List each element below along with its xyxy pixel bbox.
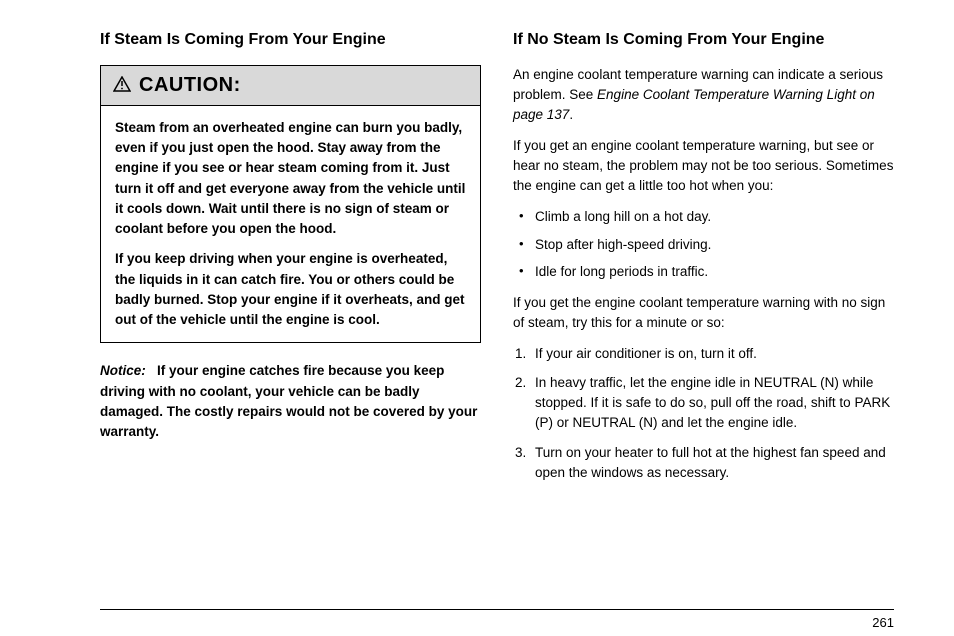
two-column-layout: If Steam Is Coming From Your Engine CAUT… — [100, 30, 894, 492]
manual-page: If Steam Is Coming From Your Engine CAUT… — [0, 0, 954, 636]
notice-paragraph: Notice: If your engine catches fire beca… — [100, 361, 481, 442]
footer-rule — [100, 609, 894, 610]
caution-title: CAUTION: — [139, 74, 241, 97]
notice-text: If your engine catches fire because you … — [100, 363, 477, 439]
page-number: 261 — [872, 615, 894, 630]
body-paragraph: If you get an engine coolant temperature… — [513, 136, 894, 197]
list-item: Turn on your heater to full hot at the h… — [535, 443, 894, 484]
warning-triangle-icon — [113, 76, 131, 95]
body-paragraph: An engine coolant temperature warning ca… — [513, 65, 894, 126]
caution-box: CAUTION: Steam from an overheated engine… — [100, 65, 481, 344]
bullet-list: Climb a long hill on a hot day. Stop aft… — [513, 206, 894, 283]
left-column: If Steam Is Coming From Your Engine CAUT… — [100, 30, 481, 492]
caution-header: CAUTION: — [101, 66, 480, 106]
numbered-list: If your air conditioner is on, turn it o… — [513, 344, 894, 484]
list-item: In heavy traffic, let the engine idle in… — [535, 373, 894, 434]
para-text: . — [569, 107, 573, 122]
right-column: If No Steam Is Coming From Your Engine A… — [513, 30, 894, 492]
caution-body: Steam from an overheated engine can burn… — [101, 106, 480, 343]
caution-paragraph: Steam from an overheated engine can burn… — [115, 118, 466, 240]
body-paragraph: If you get the engine coolant temperatur… — [513, 293, 894, 334]
notice-label: Notice: — [100, 363, 146, 378]
left-heading: If Steam Is Coming From Your Engine — [100, 30, 481, 51]
list-item: Stop after high-speed driving. — [535, 234, 894, 256]
caution-paragraph: If you keep driving when your engine is … — [115, 249, 466, 330]
list-item: Climb a long hill on a hot day. — [535, 206, 894, 228]
right-heading: If No Steam Is Coming From Your Engine — [513, 30, 894, 51]
list-item: Idle for long periods in traffic. — [535, 261, 894, 283]
list-item: If your air conditioner is on, turn it o… — [535, 344, 894, 364]
